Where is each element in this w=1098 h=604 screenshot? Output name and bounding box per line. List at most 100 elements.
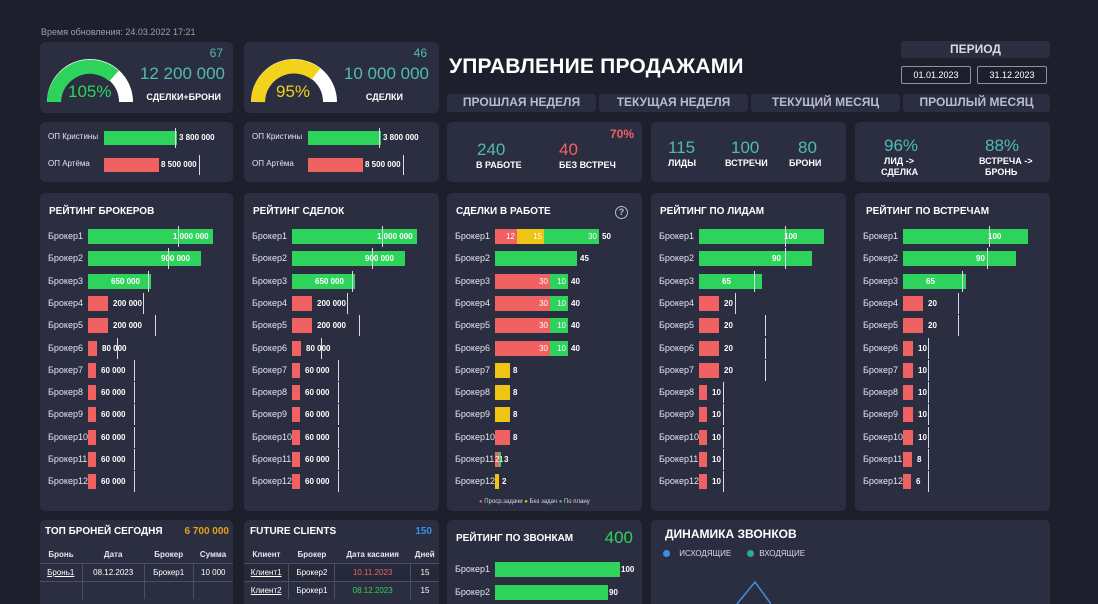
legend-incoming: ВХОДЯЩИЕ [747, 549, 805, 558]
row-label: Брокер10 [252, 431, 292, 442]
page-title: УПРАВЛЕНИЕ ПРОДАЖАМИ [449, 55, 744, 78]
rating-bar [88, 362, 96, 378]
legend-incoming-label: ВХОДЯЩИЕ [759, 549, 806, 558]
col-header: Брокер [154, 550, 184, 560]
period-from-input[interactable]: 01.01.2023 [901, 66, 971, 84]
stack-segment: 15 [517, 229, 544, 244]
rating-value: 100 [988, 232, 1002, 241]
rating-value: 90 [772, 254, 781, 264]
row-label: Брокер1 [659, 231, 694, 241]
row-label: Брокер5 [659, 320, 694, 331]
no-meet-value: 40 [559, 140, 578, 159]
plan-tick [321, 337, 322, 359]
plan-tick [178, 226, 179, 247]
stack-total: 50 [602, 232, 611, 241]
rating-bar [699, 474, 707, 490]
rating-bar [699, 362, 719, 378]
row-label: Брокер4 [455, 297, 490, 308]
stack-total: 40 [571, 321, 580, 331]
calls-line-chart [736, 580, 771, 604]
rating-bar [699, 273, 762, 289]
booking-link[interactable]: Бронь1 [40, 563, 83, 581]
col-header: Бронь [48, 550, 74, 560]
btn-current-week[interactable]: ТЕКУЩАЯ НЕДЕЛЯ [599, 94, 748, 112]
row-label: Брокер5 [48, 320, 83, 331]
row-label: Брокер5 [863, 320, 898, 331]
plan-tick [928, 426, 929, 448]
plan-tick [958, 292, 959, 314]
btn-current-month[interactable]: ТЕКУЩИЙ МЕСЯЦ [751, 94, 900, 112]
stack-segment: 10 [550, 340, 568, 356]
rating-value: 10 [918, 343, 927, 353]
plan-tick [338, 471, 339, 493]
row-label: Брокер10 [48, 431, 88, 442]
rating-bar [903, 429, 913, 445]
table-row: Клиент1 Брокер2 10.11.2023 15 [244, 563, 439, 581]
plan-tick [928, 449, 929, 470]
rating-bar [88, 407, 96, 423]
btn-last-month[interactable]: ПРОШЛЫЙ МЕСЯЦ [903, 94, 1050, 112]
rating-value: 10 [918, 365, 927, 375]
row-label: Брокер2 [48, 253, 83, 264]
rating-deals-card: РЕЙТИНГ СДЕЛОК Брокер1 1 000 000 Брокер2 90… [244, 193, 439, 511]
rating-value: 60 000 [305, 388, 330, 398]
help-icon[interactable]: ? [615, 206, 628, 219]
rating-value: 80 000 [102, 343, 127, 353]
calls-value: 100 [621, 565, 635, 574]
bookings-total: 6 700 000 [184, 526, 230, 537]
btn-last-week[interactable]: ПРОШЛАЯ НЕДЕЛЯ [447, 94, 596, 112]
rating-value: 80 000 [306, 343, 331, 353]
row-label: Брокер12 [48, 476, 88, 487]
row-label: Брокер12 [455, 476, 495, 487]
rating-bar [292, 429, 300, 445]
rating-brokers-card: РЕЙТИНГ БРОКЕРОВ Брокер1 1 000 000 Брокер2… [40, 193, 233, 511]
row-label: Брокер8 [659, 387, 694, 398]
rating-value: 60 000 [305, 455, 330, 464]
plan-tick [143, 292, 144, 314]
rating-value: 100 [784, 232, 798, 241]
rating-value: 10 [712, 410, 721, 420]
plan-tick [134, 426, 135, 448]
work-card: 240 В РАБОТЕ 40 БЕЗ ВСТРЕЧ 70% [447, 122, 642, 182]
card-title: ТОП БРОНЕЙ СЕГОДНЯ [45, 526, 163, 537]
table-row: Клиент2 Брокер1 08.12.2023 15 [244, 581, 439, 599]
row-label: Брокер1 [48, 231, 83, 241]
rating-value: 10 [918, 410, 927, 420]
op-name: ОП Кристины [252, 132, 303, 141]
op-value: 8 500 000 [365, 160, 401, 169]
col-header: Брокер [297, 550, 327, 560]
period-to-input[interactable]: 31.12.2023 [977, 66, 1047, 84]
conv-lead-deal-label1: ЛИД -> [884, 156, 914, 166]
rating-value: 6 [916, 477, 921, 487]
rating-bar [903, 474, 911, 490]
gauge-count: 67 [209, 46, 223, 60]
rating-bar [88, 229, 213, 244]
rating-value: 200 000 [317, 298, 346, 308]
row-label: Брокер6 [252, 342, 287, 353]
rating-bar [699, 452, 707, 467]
card-title: СДЕЛКИ В РАБОТЕ [456, 206, 551, 217]
plan-tick [754, 270, 755, 292]
row-label: Брокер2 [863, 253, 898, 264]
calls-bar [495, 562, 620, 577]
calls-rating-card: РЕЙТИНГ ПО ЗВОНКАМ 400 Брокер1 100 Брокер2… [447, 520, 642, 604]
conv-meet-book-value: 88% [985, 136, 1020, 155]
rating-value: 10 [712, 455, 721, 464]
period-label: ПЕРИОД [901, 41, 1050, 58]
stack-total: 40 [571, 276, 580, 286]
gauge-amount: 10 000 000 [343, 64, 429, 83]
op-name: ОП Артёма [48, 159, 90, 168]
col-header: Дата [103, 550, 123, 560]
rating-bar [903, 407, 913, 423]
client-link[interactable]: Клиент1 [244, 563, 290, 581]
row-label: Брокер7 [252, 364, 287, 375]
rating-value: 65 [926, 276, 935, 286]
row-label: Брокер7 [659, 364, 694, 375]
op-value: 3 800 000 [179, 133, 215, 142]
no-meet-percent: 70% [609, 127, 634, 141]
client-link[interactable]: Клиент2 [244, 581, 290, 599]
plan-tick [134, 382, 135, 404]
rating-bar [699, 340, 719, 356]
plan-tick [785, 226, 786, 247]
gauge-percent: 105% [68, 82, 112, 101]
